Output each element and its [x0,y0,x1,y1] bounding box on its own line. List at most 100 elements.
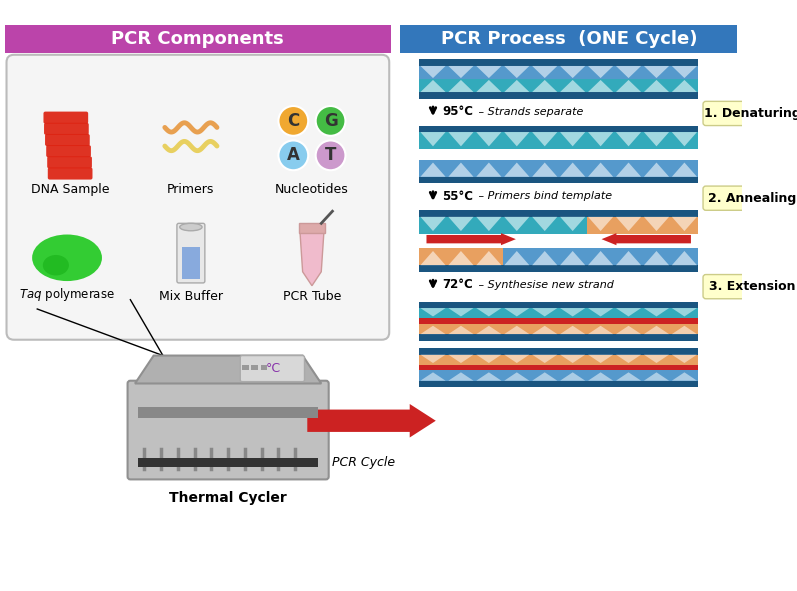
Polygon shape [532,66,557,78]
Polygon shape [505,80,529,92]
Polygon shape [672,66,697,78]
Polygon shape [421,355,446,363]
Bar [419,334,698,340]
Polygon shape [449,66,473,78]
Bar [419,66,698,92]
Polygon shape [532,163,557,177]
Bar [419,125,698,132]
Polygon shape [421,217,446,231]
Polygon shape [560,326,585,334]
Text: $\it{Taq}$ polymerase: $\it{Taq}$ polymerase [19,285,115,303]
Polygon shape [644,66,669,78]
Text: – Synthesise new strand: – Synthesise new strand [475,280,614,290]
Polygon shape [672,308,697,316]
Polygon shape [616,132,641,147]
Bar [419,348,698,355]
Polygon shape [532,132,557,147]
Text: DNA Sample: DNA Sample [30,183,109,196]
FancyBboxPatch shape [46,145,91,157]
Bar [419,368,698,381]
Polygon shape [616,163,641,177]
FancyBboxPatch shape [177,223,205,283]
Polygon shape [644,308,669,316]
Bar [587,217,698,233]
Bar [419,319,698,324]
Polygon shape [644,217,669,231]
Polygon shape [421,308,446,316]
Polygon shape [560,80,585,92]
Bar [419,177,698,183]
Polygon shape [644,355,669,363]
Polygon shape [616,355,641,363]
Polygon shape [644,80,669,92]
FancyArrow shape [308,404,436,437]
Polygon shape [300,230,324,285]
Polygon shape [644,372,669,381]
Bar [242,365,249,369]
Bar [419,355,698,368]
Polygon shape [421,251,446,265]
Polygon shape [477,132,501,147]
Bar [5,25,391,53]
Text: T: T [325,147,336,164]
Polygon shape [421,132,446,147]
Bar [419,381,698,387]
Polygon shape [672,80,697,92]
Polygon shape [560,355,585,363]
Text: Mix Buffer: Mix Buffer [159,290,223,303]
Polygon shape [449,80,473,92]
Bar [419,365,698,371]
Polygon shape [505,251,529,265]
Polygon shape [449,251,473,265]
Bar [419,79,698,92]
Polygon shape [421,163,446,177]
Text: 55°C: 55°C [442,190,473,203]
Polygon shape [588,326,613,334]
Circle shape [278,106,308,136]
Polygon shape [616,326,641,334]
Polygon shape [505,308,529,316]
FancyBboxPatch shape [47,156,92,168]
Ellipse shape [43,255,69,275]
Bar [419,160,698,177]
Polygon shape [477,308,501,316]
Polygon shape [477,372,501,381]
Polygon shape [560,163,585,177]
Polygon shape [616,66,641,78]
FancyBboxPatch shape [703,186,797,210]
Bar [419,265,698,272]
Polygon shape [644,326,669,334]
Bar [419,60,698,66]
Polygon shape [588,132,613,147]
Bar [251,365,258,369]
Polygon shape [672,217,697,231]
Polygon shape [449,326,473,334]
Polygon shape [672,163,697,177]
Polygon shape [616,251,641,265]
FancyArrow shape [426,233,516,245]
FancyBboxPatch shape [44,112,88,124]
Text: C: C [287,112,300,130]
Polygon shape [477,251,501,265]
Text: 95°C: 95°C [442,105,473,118]
FancyBboxPatch shape [6,55,389,340]
Polygon shape [588,372,613,381]
Polygon shape [588,251,613,265]
Polygon shape [477,80,501,92]
Text: PCR Cycle: PCR Cycle [332,456,395,469]
Polygon shape [449,372,473,381]
Bar [419,210,698,217]
Polygon shape [532,251,557,265]
Text: 2. Annealing: 2. Annealing [709,191,796,204]
FancyBboxPatch shape [44,123,88,135]
Polygon shape [672,326,697,334]
Bar [419,92,698,99]
Text: °C: °C [265,362,281,375]
Text: PCR Process  (ONE Cycle): PCR Process (ONE Cycle) [441,30,697,48]
Polygon shape [421,66,446,78]
Polygon shape [560,132,585,147]
Polygon shape [644,163,669,177]
Polygon shape [421,80,446,92]
Polygon shape [672,355,697,363]
Polygon shape [505,132,529,147]
